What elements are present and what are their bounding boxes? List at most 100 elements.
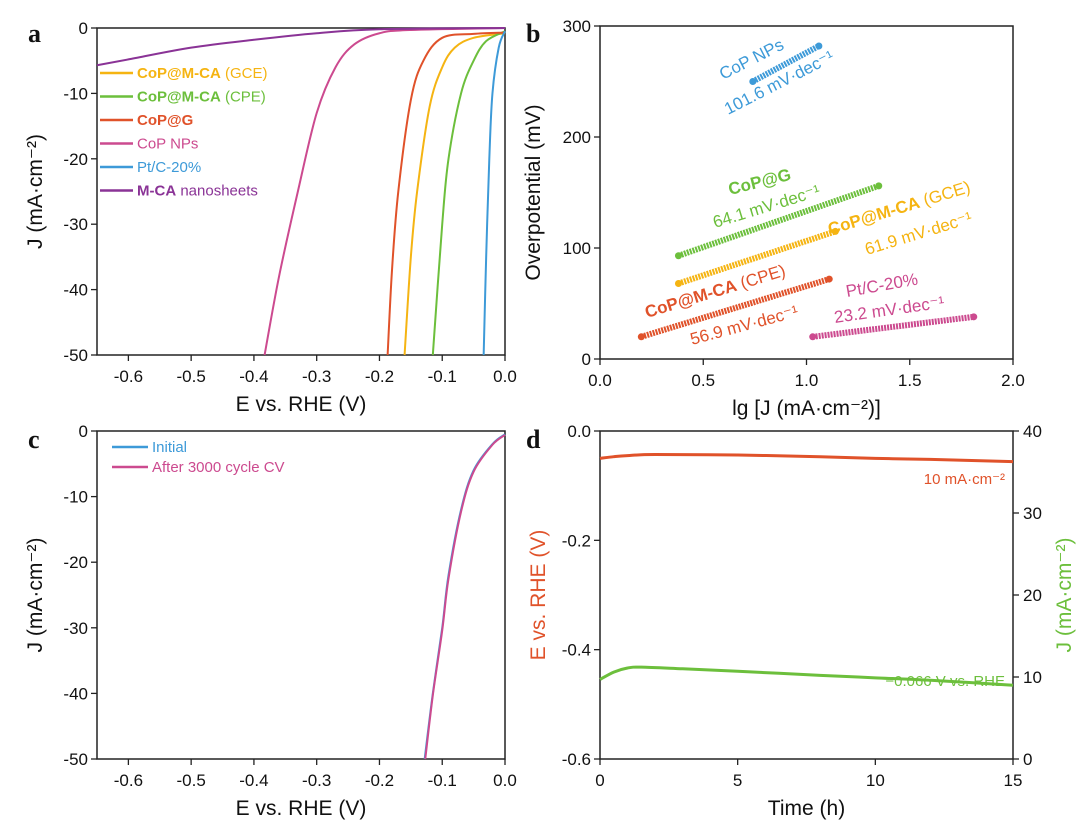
legend-entry-bold: CoP@M-CA — [137, 65, 221, 82]
y-tick-label: -0.6 — [562, 750, 591, 769]
tafel-line-0 — [751, 43, 821, 85]
x-tick-label: -0.6 — [114, 367, 143, 386]
data-point — [815, 42, 823, 50]
x-axis-label: lg [J (mA·cm⁻²)] — [732, 397, 881, 420]
x-axis-label: E vs. RHE (V) — [236, 797, 367, 820]
y-right-tick-label: 20 — [1023, 586, 1042, 605]
y-tick-label: -0.2 — [562, 531, 591, 550]
x-tick-label: -0.3 — [302, 771, 331, 790]
y-tick-label: -40 — [63, 684, 88, 703]
y-tick-label: -40 — [63, 281, 88, 300]
series-line-1 — [599, 665, 1014, 687]
x-tick-label: -0.1 — [428, 771, 457, 790]
y-tick-label: 0 — [79, 19, 88, 38]
x-tick-label: -0.2 — [365, 367, 394, 386]
x-tick-label: 1.5 — [898, 371, 922, 390]
series-line-3 — [263, 27, 506, 356]
data-point — [825, 275, 833, 283]
y-tick-label: -0.4 — [562, 641, 591, 660]
tafel-line-4 — [812, 313, 975, 340]
y-tick-label: 200 — [563, 128, 591, 147]
y-tick-label: -30 — [63, 215, 88, 234]
x-tick-label: 0.0 — [493, 771, 517, 790]
y-tick-label: 0 — [79, 422, 88, 441]
chart-panel-a: -0.6 -0.5 -0.4 -0.3 -0.2 -0.1 0.0 0 -10 -20 -30 -40… — [24, 19, 517, 416]
series-line-1 — [424, 434, 506, 760]
legend-entry-bold: CoP@G — [137, 112, 193, 129]
y-tick-label: -30 — [63, 619, 88, 638]
panel-label-b: b — [526, 19, 540, 48]
legend-entry: CoP@M-CA (GCE) — [137, 65, 267, 82]
legend-entry-text: CoP NPs — [137, 136, 198, 153]
y-tick-label: 100 — [563, 239, 591, 258]
data-point — [875, 182, 883, 190]
x-tick-label: -0.3 — [302, 367, 331, 386]
series-line-5 — [96, 27, 506, 67]
x-axis-label: E vs. RHE (V) — [236, 393, 367, 416]
y-axis-label: J (mA·cm⁻²) — [24, 134, 47, 249]
y-tick-label: -50 — [63, 346, 88, 365]
x-tick-label: -0.4 — [239, 367, 268, 386]
y-tick-label: -20 — [63, 553, 88, 572]
x-tick-label: 15 — [1004, 771, 1023, 790]
series-line-2 — [386, 31, 506, 356]
y-tick-label: -10 — [63, 84, 88, 103]
x-tick-label: -0.6 — [114, 771, 143, 790]
data-point — [809, 333, 817, 341]
y-right-tick-label: 0 — [1023, 750, 1032, 769]
panel-label-c: c — [28, 425, 40, 454]
legend-entry: CoP NPs — [137, 136, 198, 153]
legend-entry-text: (GCE) — [221, 65, 268, 82]
y-axis-label: E vs. RHE (V) — [527, 530, 550, 661]
chart-panel-c: -0.6 -0.5 -0.4 -0.3 -0.2 -0.1 0.0 0 -10 -20 -30 -40… — [24, 422, 517, 820]
legend-entry: Pt/C-20% — [137, 159, 201, 176]
legend-entry-text: (CPE) — [221, 89, 266, 106]
data-point — [674, 252, 682, 260]
y-right-tick-label: 40 — [1023, 422, 1042, 441]
series-line-1 — [431, 30, 506, 356]
legend-entry: M-CA nanosheets — [137, 183, 258, 200]
legend-entry: CoP@M-CA (CPE) — [137, 89, 266, 106]
x-tick-label: -0.4 — [239, 771, 268, 790]
tafel-line-1 — [677, 183, 880, 259]
data-point — [637, 333, 645, 341]
x-axis-label: Time (h) — [768, 797, 845, 820]
x-tick-label: 2.0 — [1001, 371, 1025, 390]
y-right-axis-label: J (mA·cm⁻²) — [1053, 538, 1076, 653]
tafel-slope-label: 56.9 mV·dec⁻¹ — [688, 302, 800, 349]
series-line-0 — [423, 433, 506, 760]
y-tick-label: -10 — [63, 488, 88, 507]
x-tick-label: 0 — [595, 771, 604, 790]
x-tick-label: -0.5 — [177, 771, 206, 790]
data-point — [970, 313, 978, 321]
panel-label-d: d — [526, 425, 541, 454]
legend-entry-bold: M-CA — [137, 183, 176, 200]
legend-entry: After 3000 cycle CV — [152, 459, 285, 476]
series-name-label: Pt/C-20% — [844, 270, 919, 301]
x-tick-label: -0.2 — [365, 771, 394, 790]
data-point — [749, 78, 757, 85]
y-right-tick-label: 10 — [1023, 668, 1042, 687]
legend-entry-text: nanosheets — [176, 183, 258, 200]
data-point — [674, 280, 682, 288]
y-tick-label: -50 — [63, 750, 88, 769]
x-tick-label: 5 — [733, 771, 742, 790]
legend-entry-bold: CoP@M-CA — [137, 89, 221, 106]
y-axis-label: Overpotential (mV) — [522, 104, 545, 280]
tafel-line-2 — [677, 228, 837, 287]
series-annotation: 10 mA·cm⁻² — [924, 471, 1005, 488]
legend-entry: Initial — [152, 439, 187, 456]
data-point — [831, 227, 839, 235]
panel-label-a: a — [28, 19, 41, 48]
x-tick-label: 1.0 — [795, 371, 819, 390]
y-tick-label: 0 — [582, 350, 591, 369]
legend-entry: CoP@G — [137, 112, 193, 129]
legend-entry-text: Pt/C-20% — [137, 159, 201, 176]
tafel-line-3 — [640, 276, 831, 340]
y-tick-label: -20 — [63, 150, 88, 169]
plot-frame — [96, 430, 506, 760]
y-right-tick-label: 30 — [1023, 504, 1042, 523]
x-tick-label: 0.5 — [691, 371, 715, 390]
x-tick-label: -0.5 — [177, 367, 206, 386]
